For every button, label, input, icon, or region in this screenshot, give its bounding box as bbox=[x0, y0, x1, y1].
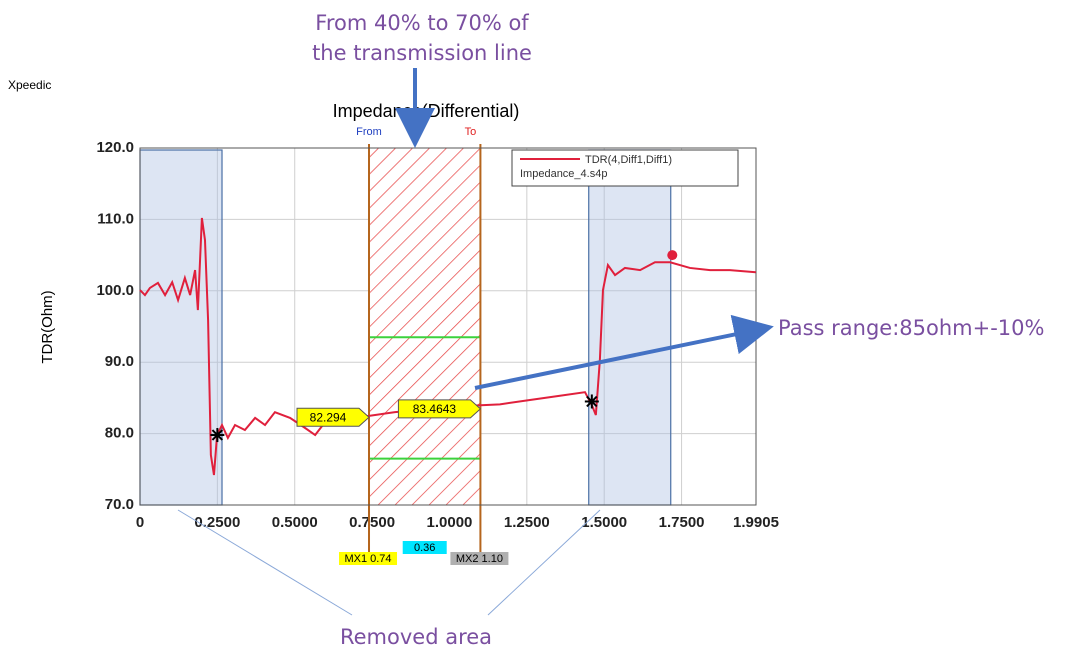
pointer-line bbox=[177, 509, 353, 616]
cursor-label: 0.36 bbox=[414, 542, 435, 554]
x-tick-label: 1.9905 bbox=[733, 514, 779, 531]
y-axis-label: TDR(Ohm) bbox=[39, 290, 56, 363]
cursor-label-box bbox=[450, 552, 509, 565]
value-label: 83.4643 bbox=[413, 402, 457, 416]
plot-area: 70.0 80.0 90.0 100.0 110.0 120.0 0 0.2500 0.5000… bbox=[96, 126, 779, 565]
chart-title: Impedance(Differential) bbox=[333, 101, 520, 121]
cursor-label: MX1 0.74 bbox=[344, 553, 391, 565]
legend-file: Impedance_4.s4p bbox=[520, 168, 607, 180]
removed-area bbox=[139, 149, 223, 506]
cursor-to-label: To bbox=[465, 126, 477, 138]
value-box bbox=[296, 407, 370, 427]
peak-marker bbox=[667, 250, 678, 261]
y-tick-label: 70.0 bbox=[105, 496, 134, 513]
data-line bbox=[139, 217, 756, 476]
cursor-from-label: From bbox=[356, 126, 382, 138]
x-tick-label: 1.0000 bbox=[427, 514, 473, 531]
window-area bbox=[369, 148, 481, 505]
x-tick-label: 0 bbox=[136, 514, 144, 531]
y-tick-label: 100.0 bbox=[96, 282, 134, 299]
marker bbox=[210, 428, 225, 443]
cursor-label-box bbox=[402, 541, 447, 554]
pointer-line bbox=[487, 509, 601, 616]
pass-note: Pass range:85ohm+-10% bbox=[778, 316, 1044, 340]
y-tick-label: 120.0 bbox=[96, 139, 134, 156]
cursor-label: MX2 1.10 bbox=[456, 553, 503, 565]
marker-stroke bbox=[211, 429, 224, 441]
removed-note: Removed area bbox=[340, 625, 492, 649]
cursor-label-box bbox=[339, 552, 398, 565]
value-box bbox=[397, 399, 482, 419]
removed-area bbox=[588, 149, 672, 506]
y-tick-label: 90.0 bbox=[105, 353, 134, 370]
y-tick-label: 80.0 bbox=[105, 425, 134, 442]
window-note: From 40% to 70% of bbox=[315, 11, 529, 35]
y-tick-label: 110.0 bbox=[97, 210, 134, 227]
value-label: 82.294 bbox=[310, 410, 347, 424]
marker-stroke bbox=[586, 395, 598, 408]
legend-box bbox=[511, 149, 739, 187]
arrow bbox=[474, 314, 774, 390]
window-note: the transmission line bbox=[312, 41, 532, 65]
x-tick-label: 0.7500 bbox=[349, 514, 395, 531]
x-tick-label: 1.5000 bbox=[581, 514, 627, 531]
marker bbox=[584, 394, 599, 409]
brand: Xpeedic bbox=[8, 78, 51, 92]
x-tick-label: 1.2500 bbox=[504, 514, 550, 531]
x-tick-label: 0.2500 bbox=[194, 514, 240, 531]
x-tick-label: 0.5000 bbox=[272, 514, 318, 531]
x-tick-label: 1.7500 bbox=[659, 514, 705, 531]
legend-label: TDR(4,Diff1,Diff1) bbox=[585, 154, 672, 166]
